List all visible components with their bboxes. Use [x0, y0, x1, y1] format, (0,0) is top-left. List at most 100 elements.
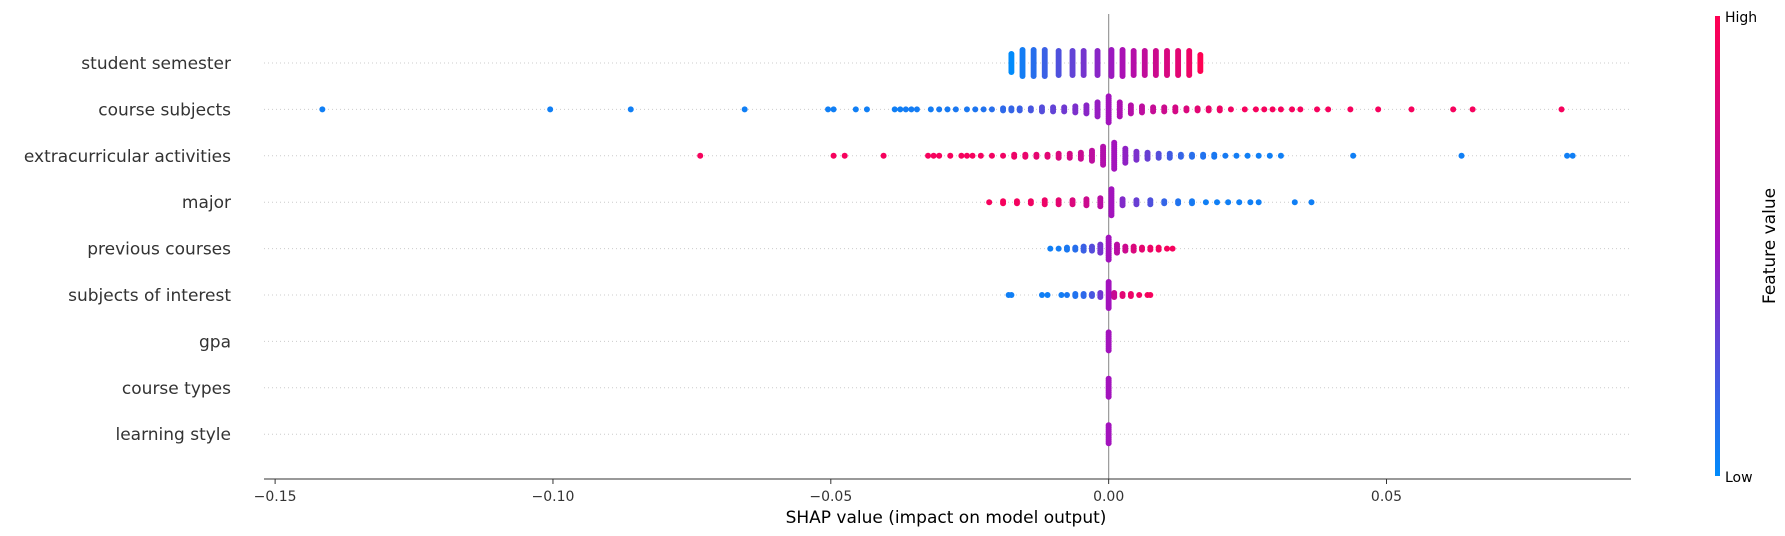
shap-point: [1111, 165, 1118, 172]
shap-point: [830, 106, 837, 113]
shap-point: [1105, 256, 1112, 263]
shap-point: [1197, 68, 1204, 74]
shap-point: [1000, 200, 1007, 207]
shap-point: [1308, 199, 1315, 206]
shap-point: [952, 106, 959, 113]
shap-point: [1113, 249, 1120, 256]
shap-point: [1155, 154, 1162, 161]
shap-point: [947, 152, 954, 159]
shap-point: [1055, 72, 1062, 78]
shap-point: [1214, 199, 1221, 206]
shap-point: [1147, 292, 1154, 298]
shap-point: [1119, 73, 1126, 79]
shap-point: [1141, 72, 1148, 78]
shap-point: [1080, 72, 1087, 78]
shap-point: [1127, 293, 1134, 299]
shap-point: [930, 152, 937, 159]
shap-point: [1116, 113, 1123, 120]
colorbar-title: Feature value: [1760, 188, 1780, 304]
shap-point: [1186, 72, 1193, 78]
shap-point: [319, 106, 326, 113]
shap-point: [1094, 113, 1101, 120]
shap-point: [972, 106, 979, 113]
shap-point: [977, 152, 984, 159]
shap-point: [1000, 107, 1007, 114]
shap-point: [936, 152, 943, 159]
shap-point: [1063, 292, 1070, 298]
shap-point: [1277, 152, 1284, 159]
shap-point: [1147, 246, 1154, 253]
shap-point: [1222, 152, 1229, 159]
shap-point: [1163, 245, 1170, 252]
shap-point: [1055, 245, 1062, 252]
shap-point: [1105, 440, 1112, 447]
shap-point: [1569, 152, 1576, 159]
feature-label: previous courses: [87, 240, 231, 260]
shap-point: [1144, 155, 1151, 162]
shap-point: [963, 152, 970, 159]
shap-point: [1194, 107, 1201, 114]
shap-point: [1097, 203, 1104, 210]
shap-point: [1252, 106, 1259, 113]
shap-point: [1122, 159, 1129, 166]
shap-point: [1044, 153, 1051, 160]
x-tick-label: 0.05: [1371, 489, 1402, 505]
shap-point: [1161, 200, 1168, 207]
shap-point: [1133, 156, 1140, 163]
shap-point: [1033, 153, 1040, 160]
shap-point: [1008, 107, 1015, 114]
shap-point: [1077, 155, 1084, 162]
shap-point: [1111, 294, 1118, 300]
shap-point: [1063, 246, 1070, 253]
shap-point: [1030, 73, 1037, 79]
shap-point: [1177, 153, 1184, 160]
shap-point: [1041, 201, 1048, 208]
shap-point: [1130, 247, 1137, 254]
data-points: [319, 47, 1576, 447]
shap-point: [1066, 154, 1073, 161]
feature-label: gpa: [199, 332, 231, 352]
shap-point: [1183, 107, 1190, 114]
shap-point: [880, 152, 887, 159]
shap-point: [1080, 293, 1087, 299]
shap-point: [1289, 106, 1296, 113]
shap-point: [1100, 161, 1107, 168]
colorbar: High Low Feature value: [1715, 10, 1780, 486]
colorbar-low-label: Low: [1725, 470, 1753, 486]
shap-point: [902, 106, 909, 113]
shap-point: [1277, 106, 1284, 113]
shap-point: [1038, 108, 1045, 115]
shap-point: [1027, 200, 1034, 207]
shap-point: [1269, 106, 1276, 113]
shap-point: [1108, 212, 1115, 219]
shap-point: [1244, 152, 1251, 159]
shap-point: [1152, 72, 1159, 78]
shap-point: [897, 106, 904, 113]
shap-point: [1266, 152, 1273, 159]
shap-point: [1314, 106, 1321, 113]
colorbar-high-label: High: [1725, 10, 1757, 26]
shap-point: [1013, 200, 1020, 207]
shap-point: [1189, 200, 1196, 207]
shap-point: [1008, 292, 1015, 298]
shap-point: [1055, 154, 1062, 161]
feature-label: major: [182, 193, 231, 213]
shap-point: [1044, 292, 1051, 298]
feature-label: extracurricular activities: [24, 147, 231, 167]
shap-point: [547, 106, 554, 113]
shap-point: [841, 152, 848, 159]
shap-point: [1069, 201, 1076, 208]
shap-point: [1211, 153, 1218, 160]
shap-point: [1019, 73, 1026, 79]
shap-point: [1255, 152, 1262, 159]
shap-point: [1061, 108, 1068, 115]
shap-point: [1105, 305, 1112, 311]
shap-point: [1133, 201, 1140, 208]
shap-point: [1108, 73, 1115, 79]
shap-point: [1127, 110, 1134, 117]
shap-point: [1297, 106, 1304, 113]
shap-point: [988, 106, 995, 113]
shap-point: [1022, 153, 1029, 160]
shap-point: [944, 106, 951, 113]
